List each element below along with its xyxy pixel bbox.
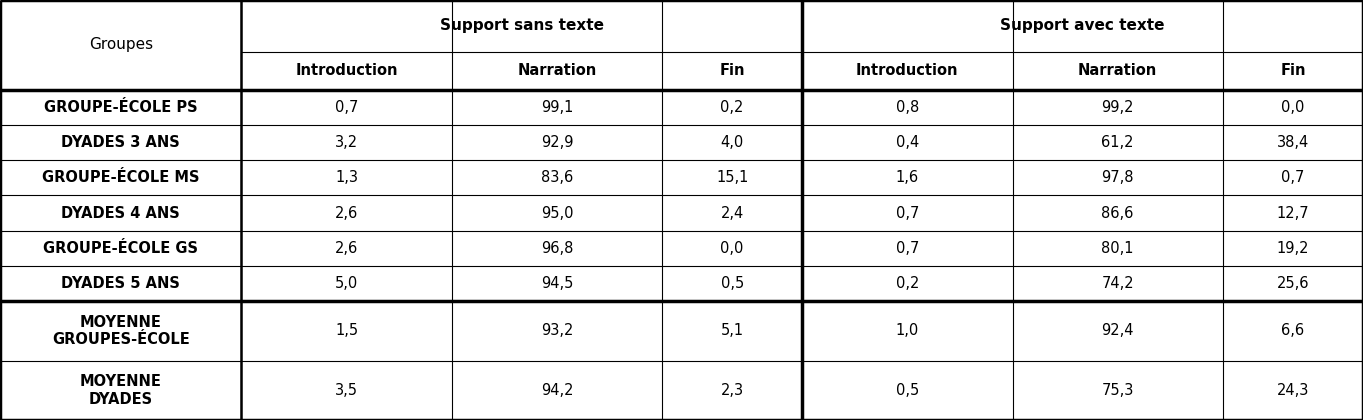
Text: MOYENNE
DYADES: MOYENNE DYADES xyxy=(80,374,162,407)
Text: Fin: Fin xyxy=(720,63,744,78)
Text: 0,7: 0,7 xyxy=(895,241,919,256)
Text: Introduction: Introduction xyxy=(856,63,958,78)
Text: 0,7: 0,7 xyxy=(335,100,358,115)
Text: 4,0: 4,0 xyxy=(721,135,744,150)
Text: 2,6: 2,6 xyxy=(335,205,358,220)
Text: 1,0: 1,0 xyxy=(895,323,919,339)
Text: 0,7: 0,7 xyxy=(1281,170,1304,185)
Text: 0,5: 0,5 xyxy=(895,383,919,398)
Text: 3,5: 3,5 xyxy=(335,383,358,398)
Text: 0,2: 0,2 xyxy=(895,276,919,291)
Text: 99,2: 99,2 xyxy=(1101,100,1134,115)
Text: 94,5: 94,5 xyxy=(541,276,572,291)
Text: MOYENNE
GROUPES-ÉCOLE: MOYENNE GROUPES-ÉCOLE xyxy=(52,315,189,347)
Text: 97,8: 97,8 xyxy=(1101,170,1134,185)
Text: 0,0: 0,0 xyxy=(1281,100,1304,115)
Text: 24,3: 24,3 xyxy=(1277,383,1308,398)
Text: 2,4: 2,4 xyxy=(721,205,744,220)
Text: DYADES 4 ANS: DYADES 4 ANS xyxy=(61,205,180,220)
Text: 38,4: 38,4 xyxy=(1277,135,1308,150)
Text: Narration: Narration xyxy=(1078,63,1157,78)
Text: Fin: Fin xyxy=(1280,63,1306,78)
Text: Support sans texte: Support sans texte xyxy=(440,18,604,33)
Text: GROUPE-ÉCOLE GS: GROUPE-ÉCOLE GS xyxy=(44,241,198,256)
Text: 96,8: 96,8 xyxy=(541,241,572,256)
Text: 0,8: 0,8 xyxy=(895,100,919,115)
Text: 75,3: 75,3 xyxy=(1101,383,1134,398)
Text: 0,4: 0,4 xyxy=(895,135,919,150)
Text: 92,9: 92,9 xyxy=(541,135,572,150)
Text: 0,2: 0,2 xyxy=(721,100,744,115)
Text: Support avec texte: Support avec texte xyxy=(1000,18,1165,33)
Text: 92,4: 92,4 xyxy=(1101,323,1134,339)
Text: 2,3: 2,3 xyxy=(721,383,744,398)
Text: 3,2: 3,2 xyxy=(335,135,358,150)
Text: GROUPE-ÉCOLE MS: GROUPE-ÉCOLE MS xyxy=(42,170,199,185)
Text: 74,2: 74,2 xyxy=(1101,276,1134,291)
Text: DYADES 3 ANS: DYADES 3 ANS xyxy=(61,135,180,150)
Text: 1,5: 1,5 xyxy=(335,323,358,339)
Text: 61,2: 61,2 xyxy=(1101,135,1134,150)
Text: 0,7: 0,7 xyxy=(895,205,919,220)
Text: DYADES 5 ANS: DYADES 5 ANS xyxy=(61,276,180,291)
Text: GROUPE-ÉCOLE PS: GROUPE-ÉCOLE PS xyxy=(44,100,198,115)
Text: 2,6: 2,6 xyxy=(335,241,358,256)
Text: 80,1: 80,1 xyxy=(1101,241,1134,256)
Text: 95,0: 95,0 xyxy=(541,205,572,220)
Text: Narration: Narration xyxy=(517,63,597,78)
Text: 6,6: 6,6 xyxy=(1281,323,1304,339)
Text: 25,6: 25,6 xyxy=(1277,276,1308,291)
Text: Introduction: Introduction xyxy=(296,63,398,78)
Text: 94,2: 94,2 xyxy=(541,383,572,398)
Text: 93,2: 93,2 xyxy=(541,323,572,339)
Text: 5,1: 5,1 xyxy=(721,323,744,339)
Text: 86,6: 86,6 xyxy=(1101,205,1134,220)
Text: 12,7: 12,7 xyxy=(1277,205,1310,220)
Text: 1,3: 1,3 xyxy=(335,170,358,185)
Text: 1,6: 1,6 xyxy=(895,170,919,185)
Text: 0,5: 0,5 xyxy=(721,276,744,291)
Text: 99,1: 99,1 xyxy=(541,100,572,115)
Text: 15,1: 15,1 xyxy=(716,170,748,185)
Text: 19,2: 19,2 xyxy=(1277,241,1308,256)
Text: 83,6: 83,6 xyxy=(541,170,572,185)
Text: Groupes: Groupes xyxy=(89,37,153,52)
Text: 0,0: 0,0 xyxy=(721,241,744,256)
Text: 5,0: 5,0 xyxy=(335,276,358,291)
